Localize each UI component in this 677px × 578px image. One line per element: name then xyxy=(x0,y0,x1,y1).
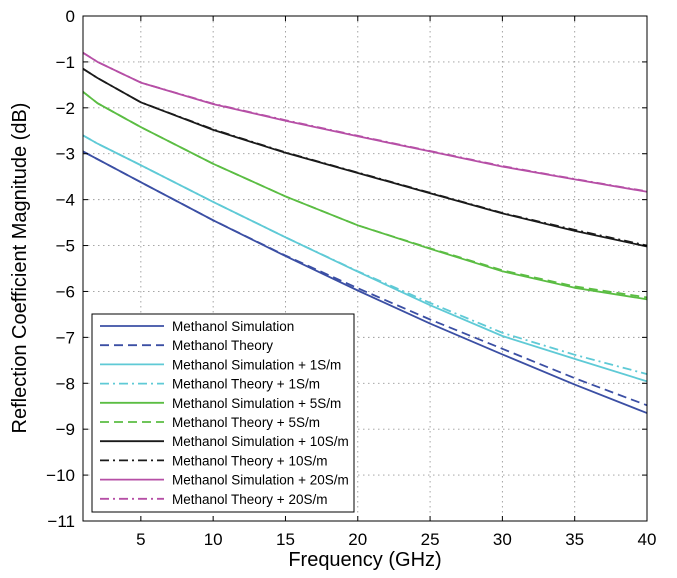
legend-label: Methanol Simulation + 1S/m xyxy=(172,357,341,372)
x-tick-label: 40 xyxy=(638,530,657,549)
series-lines xyxy=(82,51,648,414)
legend-label: Methanol Simulation xyxy=(172,319,294,334)
x-tick-label: 15 xyxy=(276,530,295,549)
legend-label: Methanol Simulation + 20S/m xyxy=(172,473,349,488)
y-tick-label: −2 xyxy=(56,99,75,118)
series-line xyxy=(82,150,648,414)
x-tick-label: 10 xyxy=(204,530,223,549)
y-tick-label: −11 xyxy=(47,512,75,531)
series-line xyxy=(82,68,648,247)
y-tick-label: −4 xyxy=(56,191,75,210)
plot-frame xyxy=(82,15,648,522)
x-tick-label: 35 xyxy=(565,530,584,549)
legend-label: Methanol Simulation + 10S/m xyxy=(172,434,349,449)
y-tick-label: −6 xyxy=(56,282,75,301)
legend-label: Methanol Theory + 1S/m xyxy=(172,377,320,392)
x-tick-label: 30 xyxy=(493,530,512,549)
x-tick-label: 20 xyxy=(348,530,367,549)
axis-ticks: 5 10 15 20 25 30 35 40 0 −1 −2 −3 −4 −5 −6 −7 −8 −9 −10 −11 xyxy=(46,7,656,549)
legend-label: Methanol Simulation + 5S/m xyxy=(172,396,341,411)
x-tick-label: 25 xyxy=(421,530,440,549)
y-tick-label: −7 xyxy=(56,328,75,347)
series-line xyxy=(82,51,648,193)
y-tick-label: −1 xyxy=(56,53,75,72)
y-tick-label: −8 xyxy=(56,374,75,393)
legend-label: Methanol Theory + 20S/m xyxy=(172,492,327,507)
legend-label: Methanol Theory + 10S/m xyxy=(172,453,327,468)
y-tick-label: −5 xyxy=(56,237,75,256)
legend-label: Methanol Theory + 5S/m xyxy=(172,415,320,430)
x-tick-label: 5 xyxy=(136,530,145,549)
legend: Methanol Simulation Methanol Theory Methan… xyxy=(91,313,355,513)
series-line xyxy=(82,134,648,375)
series-line xyxy=(82,91,648,299)
x-axis-label: Frequency (GHz) xyxy=(288,549,441,571)
y-tick-label: −10 xyxy=(46,466,75,485)
series-line xyxy=(82,150,648,407)
y-axis-label: Reflection Coefficient Magnitude (dB) xyxy=(9,103,31,434)
legend-label: Methanol Theory xyxy=(172,338,273,353)
y-tick-label: −3 xyxy=(56,145,75,164)
y-tick-label: 0 xyxy=(66,7,75,26)
y-tick-label: −9 xyxy=(56,420,75,439)
